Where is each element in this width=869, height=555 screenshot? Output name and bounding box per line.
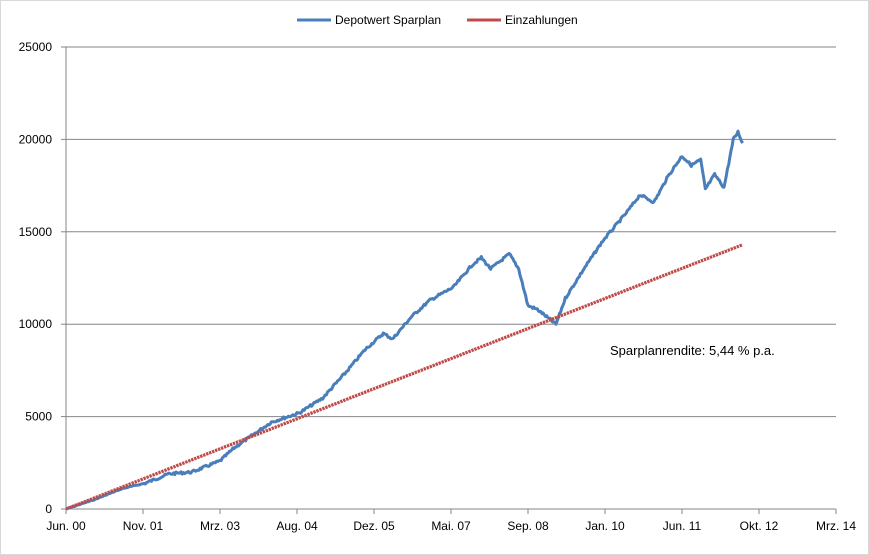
legend-label: Einzahlungen (505, 13, 578, 27)
x-tick-label: Aug. 04 (276, 519, 318, 533)
series-line-einzahlungen (65, 243, 744, 511)
annotation-text: Sparplanrendite: 5,44 % p.a. (610, 343, 775, 358)
x-tick-label: Mai. 07 (431, 519, 471, 533)
y-tick-label: 10000 (19, 317, 53, 331)
x-tick-label: Jun. 00 (46, 519, 86, 533)
x-tick-label: Dez. 05 (353, 519, 395, 533)
x-tick-label: Sep. 08 (507, 519, 549, 533)
x-tick-label: Okt. 12 (740, 519, 779, 533)
y-tick-label: 25000 (19, 40, 53, 54)
legend-label: Depotwert Sparplan (335, 13, 441, 27)
x-tick-label: Mrz. 14 (816, 519, 856, 533)
x-tick-label: Jan. 10 (585, 519, 625, 533)
x-tick-label: Nov. 01 (123, 519, 164, 533)
y-tick-label: 5000 (25, 410, 52, 424)
x-tick-label: Mrz. 03 (200, 519, 240, 533)
y-tick-label: 0 (45, 502, 52, 516)
series-line-depotwert (65, 129, 744, 511)
y-tick-label: 20000 (19, 132, 53, 146)
y-tick-label: 15000 (19, 225, 53, 239)
x-tick-label: Jun. 11 (663, 519, 702, 533)
